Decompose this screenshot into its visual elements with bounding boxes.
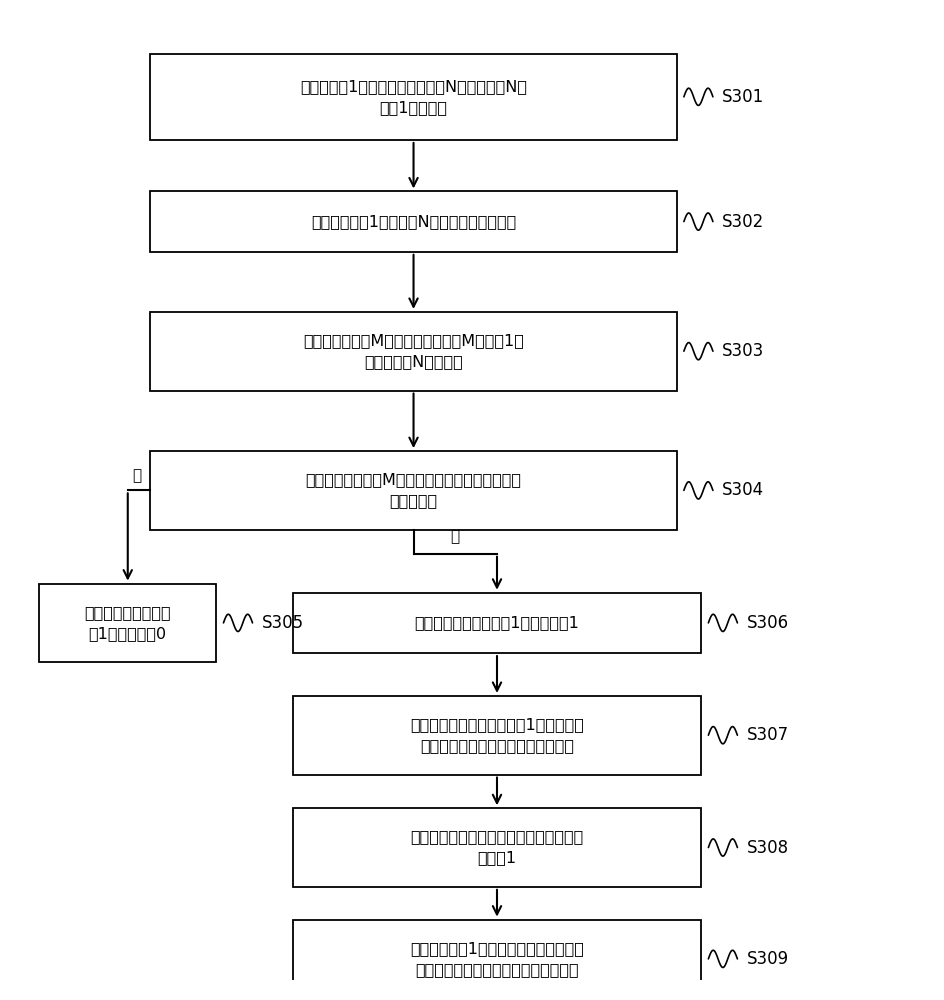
Text: 该控制终端接收M个数据包，其中，M为大于1，
且小于等于N的正整数: 该控制终端接收M个数据包，其中，M为大于1， 且小于等于N的正整数 [303,333,523,369]
Text: S304: S304 [721,481,764,499]
Text: S301: S301 [721,88,764,106]
Bar [150,191,676,252]
Text: 该传感器节点1发送所述N个数据包给控制终端: 该传感器节点1发送所述N个数据包给控制终端 [311,214,515,229]
Text: 该控制终端将该第一控制指令发送给传感
器节点1: 该控制终端将该第一控制指令发送给传感 器节点1 [410,830,583,866]
Bar [293,696,700,775]
Text: S303: S303 [721,342,764,360]
Text: 该控制终端确定该M个数据包是否能够组成完整的
第一数据帧: 该控制终端确定该M个数据包是否能够组成完整的 第一数据帧 [305,472,521,508]
Bar [150,54,676,140]
Bar [150,451,676,530]
Text: S307: S307 [746,726,787,744]
Bar [150,312,676,391]
Text: S308: S308 [746,839,787,857]
Text: 该控制终端在确定该计数器1的计数值不
小于第一阈值时，生成第一控制指令: 该控制终端在确定该计数器1的计数值不 小于第一阈值时，生成第一控制指令 [410,717,583,753]
Text: S305: S305 [261,614,303,632]
Text: 该控制终端将该计数
器1的计数值置0: 该控制终端将该计数 器1的计数值置0 [84,605,171,641]
Text: S302: S302 [721,213,764,231]
Bar [293,593,700,653]
Text: 传感器节点1将第一数据帧划分为N个数据包，N为
大于1的正整数: 传感器节点1将第一数据帧划分为N个数据包，N为 大于1的正整数 [299,79,527,115]
Text: 是: 是 [132,468,142,483]
Bar [293,808,700,887]
Text: 该传感器节点1接收该第一控制指令，根
据该第一控制指令增大自身的发射功率: 该传感器节点1接收该第一控制指令，根 据该第一控制指令增大自身的发射功率 [410,941,583,977]
Text: 否: 否 [450,529,460,544]
Text: 该控制终端对该计数器1的计数值加1: 该控制终端对该计数器1的计数值加1 [414,615,579,630]
Bar [40,584,216,662]
Bar [293,920,700,998]
Text: S306: S306 [746,614,787,632]
Text: S309: S309 [746,950,787,968]
